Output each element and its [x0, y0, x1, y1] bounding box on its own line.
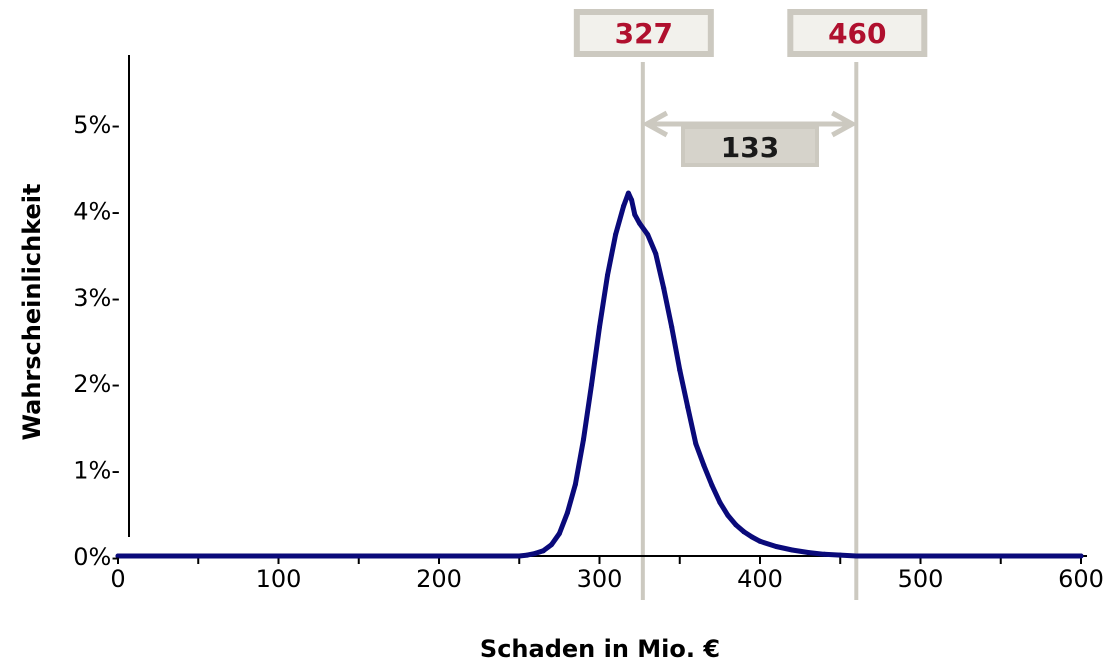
span-arrow-left-head [641, 110, 669, 138]
data-point [516, 553, 522, 559]
y-tick-label: 5%- [73, 111, 120, 139]
data-point [821, 551, 827, 557]
data-point [669, 324, 675, 330]
marker-box-327 [573, 9, 714, 57]
y-tick-label: 2%- [73, 370, 120, 398]
x-tick-label: 400 [737, 565, 783, 593]
data-point [717, 499, 723, 505]
data-point [645, 232, 651, 238]
data-point [632, 212, 638, 218]
data-point [741, 529, 747, 535]
x-tick-label: 100 [256, 565, 302, 593]
data-point [685, 404, 691, 410]
data-point [629, 197, 635, 203]
x-tick-label: 200 [416, 565, 462, 593]
data-point [693, 441, 699, 447]
data-point [524, 552, 530, 558]
data-point [853, 553, 859, 559]
data-point [621, 203, 627, 209]
span-label: 133 [721, 131, 779, 164]
data-point [837, 552, 843, 558]
y-tick-label: 4%- [73, 197, 120, 225]
data-point [709, 482, 715, 488]
x-tick-label: 600 [1058, 565, 1104, 593]
data-point [540, 548, 546, 554]
data-point [749, 534, 755, 540]
span-arrow-right-head [831, 110, 858, 138]
data-point [436, 553, 442, 559]
data-point [677, 367, 683, 373]
marker-label-460: 460 [828, 17, 886, 50]
data-point [998, 553, 1004, 559]
data-point [805, 550, 811, 556]
data-point [918, 553, 923, 559]
data-point [725, 512, 731, 518]
data-point [637, 220, 643, 226]
data-point [564, 510, 570, 516]
data-point [885, 553, 891, 559]
data-point [276, 553, 281, 559]
data-point [1078, 553, 1084, 559]
series-layer [115, 190, 1084, 559]
data-point [588, 382, 594, 388]
data-point [556, 531, 562, 537]
data-point [605, 272, 611, 278]
y-tick-label: 0%- [73, 543, 120, 571]
marker-box-460 [787, 9, 928, 57]
data-point [580, 436, 586, 442]
x-axis-title: Schaden in Mio. € [480, 635, 720, 662]
x-tick-label: 500 [898, 565, 944, 593]
x-tick-label: 300 [577, 565, 623, 593]
data-point [572, 481, 578, 487]
data-point [625, 190, 631, 196]
data-point [789, 547, 795, 553]
x-tick-label: 0 [110, 565, 125, 593]
y-axis-title: Wahrscheinlichkeit [18, 184, 46, 441]
y-tick-label: 3%- [73, 284, 120, 312]
data-point [773, 543, 779, 549]
marker-layer [640, 62, 859, 600]
data-point [701, 462, 707, 468]
data-point [613, 232, 619, 238]
span-box [681, 125, 819, 167]
data-point [733, 522, 739, 528]
labels: 0 100 200 300 400 500 600 0%- 1%- 2%- 3%- 4%- 5%- Sch… [18, 9, 1104, 662]
data-point [115, 553, 121, 559]
data-point [532, 550, 538, 556]
data-point [869, 553, 875, 559]
data-point [757, 538, 763, 544]
y-tick-label: 1%- [73, 457, 120, 485]
series-line [115, 190, 1084, 559]
data-point [653, 251, 659, 257]
marker-label-327: 327 [615, 17, 673, 50]
data-point [548, 542, 554, 548]
data-point [661, 285, 667, 291]
data-point [597, 324, 602, 330]
